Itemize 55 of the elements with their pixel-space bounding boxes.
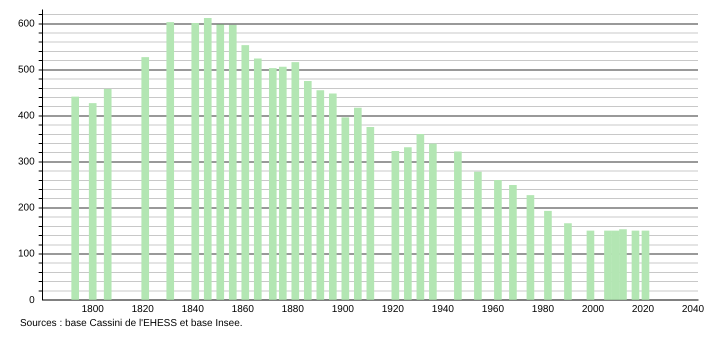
bar (71, 96, 80, 300)
bar (509, 185, 517, 300)
bar (474, 172, 482, 300)
x-tick-label: 1840 (182, 304, 204, 315)
bar (216, 24, 224, 300)
x-tick-label: 1820 (132, 304, 154, 315)
bar (544, 210, 552, 300)
bar (586, 230, 594, 300)
bar (88, 103, 97, 300)
bar (166, 22, 174, 300)
x-tick-label: 1940 (432, 304, 454, 315)
bar (104, 88, 112, 300)
x-tick-label: 1980 (532, 304, 554, 315)
bar (254, 58, 262, 300)
bar (404, 147, 412, 300)
bar (191, 23, 200, 300)
bar (416, 134, 424, 300)
x-tick-label: 2000 (582, 304, 605, 315)
x-tick-label: 2040 (682, 304, 705, 315)
x-tick-label: 1860 (232, 304, 254, 315)
bar (141, 57, 150, 300)
x-tick-label: 1960 (482, 304, 504, 315)
y-tick-label: 500 (18, 64, 36, 76)
y-tick-label: 200 (18, 202, 36, 214)
bar (328, 93, 337, 300)
x-tick-label: 1900 (332, 304, 354, 315)
bar (494, 180, 502, 300)
bar (204, 18, 212, 300)
bar (304, 81, 312, 300)
y-tick-label: 300 (18, 156, 36, 168)
bar (564, 223, 572, 300)
bar (366, 127, 374, 300)
x-tick-label: 1800 (82, 304, 104, 315)
bar (342, 117, 350, 300)
source-note: Sources : base Cassini de l'EHESS et base Insee. (20, 318, 244, 329)
bar (354, 108, 362, 300)
bar (454, 151, 462, 300)
y-tick-label: 100 (18, 248, 36, 260)
y-tick-label: 0 (29, 294, 36, 306)
bar (632, 230, 640, 300)
y-tick-label: 400 (18, 110, 36, 122)
bar (642, 230, 650, 300)
bar (268, 68, 277, 300)
x-tick-label: 1920 (382, 304, 404, 315)
bar (241, 45, 250, 300)
bar (291, 62, 300, 300)
bar (429, 144, 437, 300)
bar (526, 195, 534, 300)
x-tick-label: 2020 (632, 304, 655, 315)
y-tick-label: 600 (18, 18, 36, 30)
bar (392, 150, 400, 300)
bar (228, 24, 237, 300)
bar (278, 66, 287, 300)
x-tick-label: 1880 (282, 304, 304, 315)
bar (316, 90, 324, 300)
